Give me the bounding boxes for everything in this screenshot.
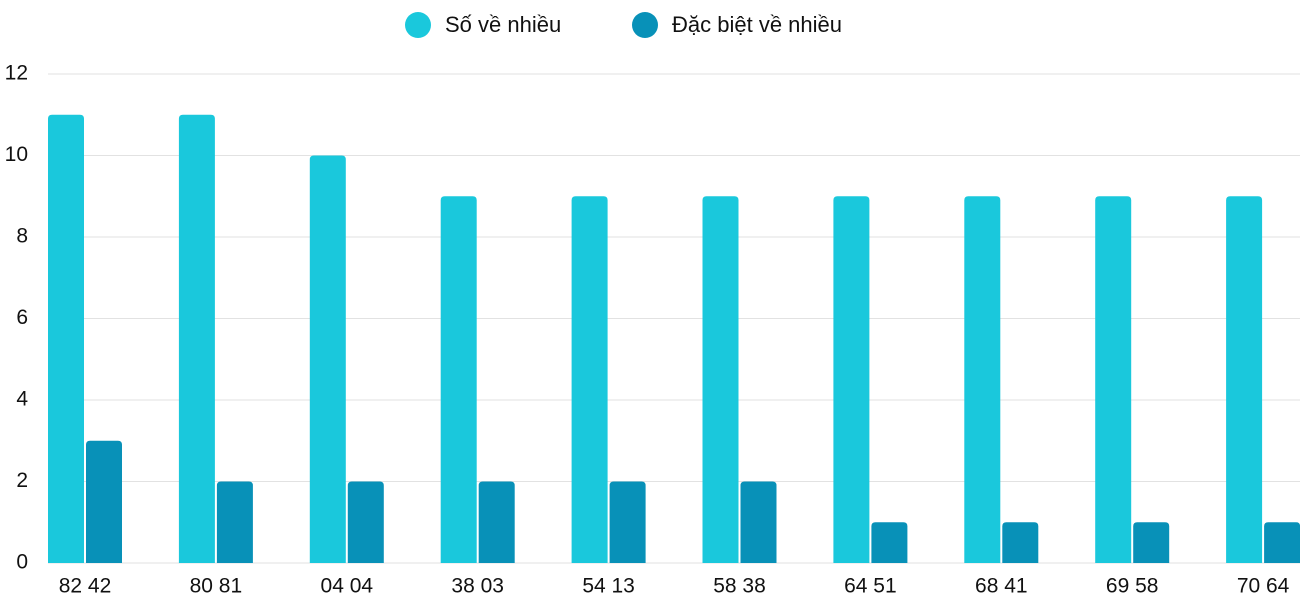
- bar: [48, 114, 84, 563]
- legend-label: Đặc biệt về nhiều: [672, 12, 842, 37]
- x-tick-label: 64 51: [844, 575, 897, 598]
- bar: [702, 196, 739, 563]
- x-tick-label: 80 81: [190, 575, 243, 598]
- bar: [86, 440, 122, 563]
- x-tick-label: 04 04: [321, 575, 374, 598]
- bar: [178, 114, 215, 563]
- x-tick-label: 69 58: [1106, 575, 1159, 598]
- y-tick-label: 12: [5, 62, 28, 85]
- x-tick-label: 58 38: [713, 575, 766, 598]
- bar: [478, 481, 515, 563]
- x-tick-label: 38 03: [451, 575, 504, 598]
- y-tick-label: 4: [16, 388, 28, 411]
- x-tick-label: 54 13: [582, 575, 635, 598]
- y-tick-label: 10: [5, 143, 28, 166]
- bar: [1264, 522, 1300, 563]
- bar: [1133, 522, 1170, 563]
- legend-label: Số về nhiều: [445, 12, 561, 37]
- y-tick-label: 8: [16, 225, 28, 248]
- x-tick-label: 68 41: [975, 575, 1028, 598]
- bar: [609, 481, 646, 563]
- y-tick-label: 6: [16, 306, 28, 329]
- bar: [309, 155, 346, 563]
- bar: [571, 196, 608, 563]
- bar: [216, 481, 253, 563]
- bar: [964, 196, 1001, 563]
- bar: [347, 481, 384, 563]
- y-tick-label: 0: [16, 551, 28, 574]
- bar: [833, 196, 870, 563]
- bar: [1002, 522, 1039, 563]
- x-tick-label: 70 64: [1237, 575, 1290, 598]
- bar: [1226, 196, 1263, 563]
- bar: [440, 196, 477, 563]
- bar: [1095, 196, 1132, 563]
- y-tick-label: 2: [16, 469, 28, 492]
- bar: [740, 481, 777, 563]
- bar: [871, 522, 908, 563]
- x-tick-label: 82 42: [59, 575, 112, 598]
- legend-marker: [632, 12, 658, 38]
- legend-marker: [405, 12, 431, 38]
